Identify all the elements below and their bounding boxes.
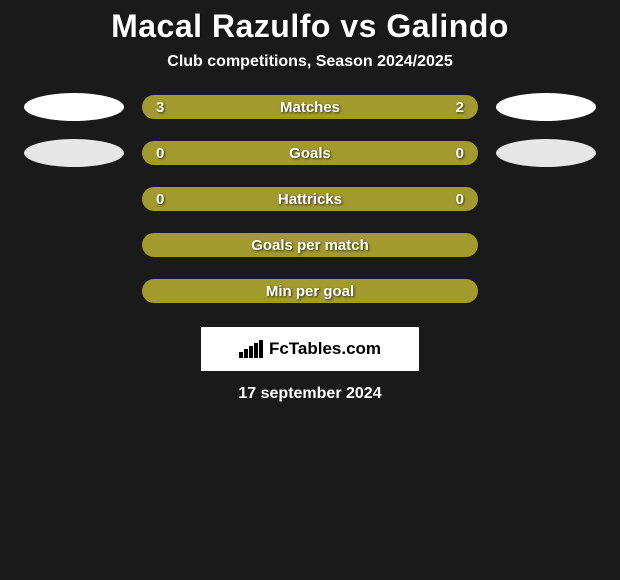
right-badge <box>496 93 596 121</box>
page-title: Macal Razulfo vs Galindo <box>0 8 620 45</box>
right-badge <box>496 139 596 167</box>
left-value: 0 <box>156 145 164 162</box>
left-value: 0 <box>156 191 164 208</box>
stat-bar: Goals per match <box>142 233 478 257</box>
right-value: 0 <box>456 145 464 162</box>
right-value: 2 <box>456 99 464 116</box>
left-badge <box>24 139 124 167</box>
bars-icon <box>239 340 263 358</box>
stat-row: 3 Matches 2 <box>0 95 620 119</box>
stat-bar: 0 Hattricks 0 <box>142 187 478 211</box>
left-badge <box>24 93 124 121</box>
stat-row: Min per goal <box>0 279 620 303</box>
stat-row: 0 Hattricks 0 <box>0 187 620 211</box>
stat-label: Matches <box>280 99 340 116</box>
stat-rows: 3 Matches 2 0 Goals 0 0 Hattricks 0 Goals per mat… <box>0 95 620 303</box>
left-value: 3 <box>156 99 164 116</box>
logo-text: FcTables.com <box>269 339 381 359</box>
logo-box: FcTables.com <box>201 327 419 371</box>
stat-label: Goals per match <box>251 237 369 254</box>
stat-row: 0 Goals 0 <box>0 141 620 165</box>
stat-label: Hattricks <box>278 191 342 208</box>
right-value: 0 <box>456 191 464 208</box>
stat-label: Min per goal <box>266 283 354 300</box>
stat-bar: Min per goal <box>142 279 478 303</box>
stat-bar: 3 Matches 2 <box>142 95 478 119</box>
stat-label: Goals <box>289 145 331 162</box>
date-label: 17 september 2024 <box>0 385 620 403</box>
stat-row: Goals per match <box>0 233 620 257</box>
stat-bar: 0 Goals 0 <box>142 141 478 165</box>
subtitle: Club competitions, Season 2024/2025 <box>0 53 620 71</box>
logo: FcTables.com <box>239 339 381 359</box>
